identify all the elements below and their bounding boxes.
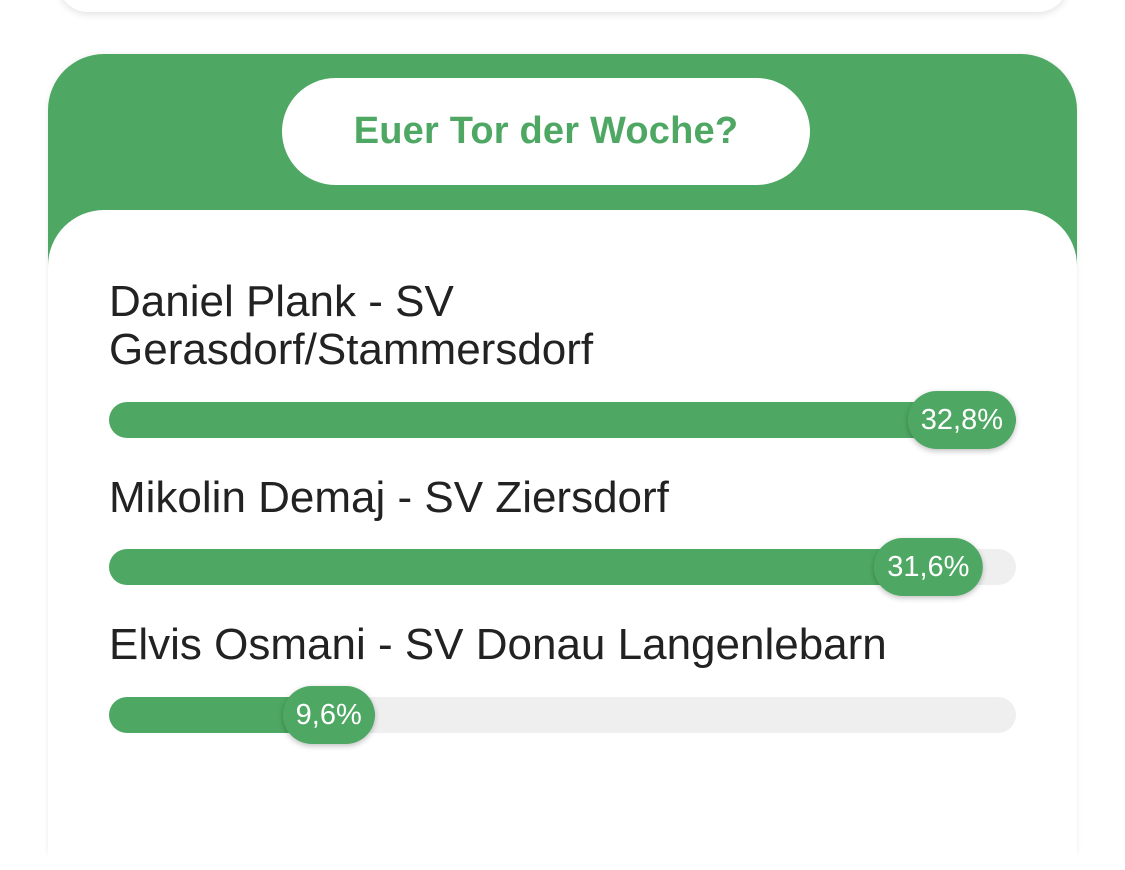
poll-option-1[interactable]: Daniel Plank - SV Gerasdorf/Stammersdorf… xyxy=(109,277,1016,449)
poll-card: Euer Tor der Woche? Daniel Plank - SV Ge… xyxy=(48,54,1077,870)
poll-body: Daniel Plank - SV Gerasdorf/Stammersdorf… xyxy=(48,210,1077,870)
percent-badge: 9,6% xyxy=(282,686,375,744)
result-bar-track: 32,8% xyxy=(109,391,1016,449)
result-bar-fill xyxy=(109,402,1016,438)
previous-card xyxy=(58,0,1068,12)
result-bar-track: 9,6% xyxy=(109,686,1016,744)
result-bar-track: 31,6% xyxy=(109,538,1016,596)
percent-badge: 32,8% xyxy=(907,391,1016,449)
poll-option-label: Daniel Plank - SV Gerasdorf/Stammersdorf xyxy=(109,277,594,374)
poll-option-3[interactable]: Elvis Osmani - SV Donau Langenlebarn 9,6… xyxy=(109,620,1016,744)
poll-title: Euer Tor der Woche? xyxy=(282,78,810,185)
poll-option-label: Mikolin Demaj - SV Ziersdorf xyxy=(109,473,669,522)
percent-badge: 31,6% xyxy=(874,538,983,596)
poll-option-label: Elvis Osmani - SV Donau Langenlebarn xyxy=(109,620,887,669)
result-bar-fill xyxy=(109,549,983,585)
poll-option-2[interactable]: Mikolin Demaj - SV Ziersdorf 31,6% xyxy=(109,473,1016,596)
